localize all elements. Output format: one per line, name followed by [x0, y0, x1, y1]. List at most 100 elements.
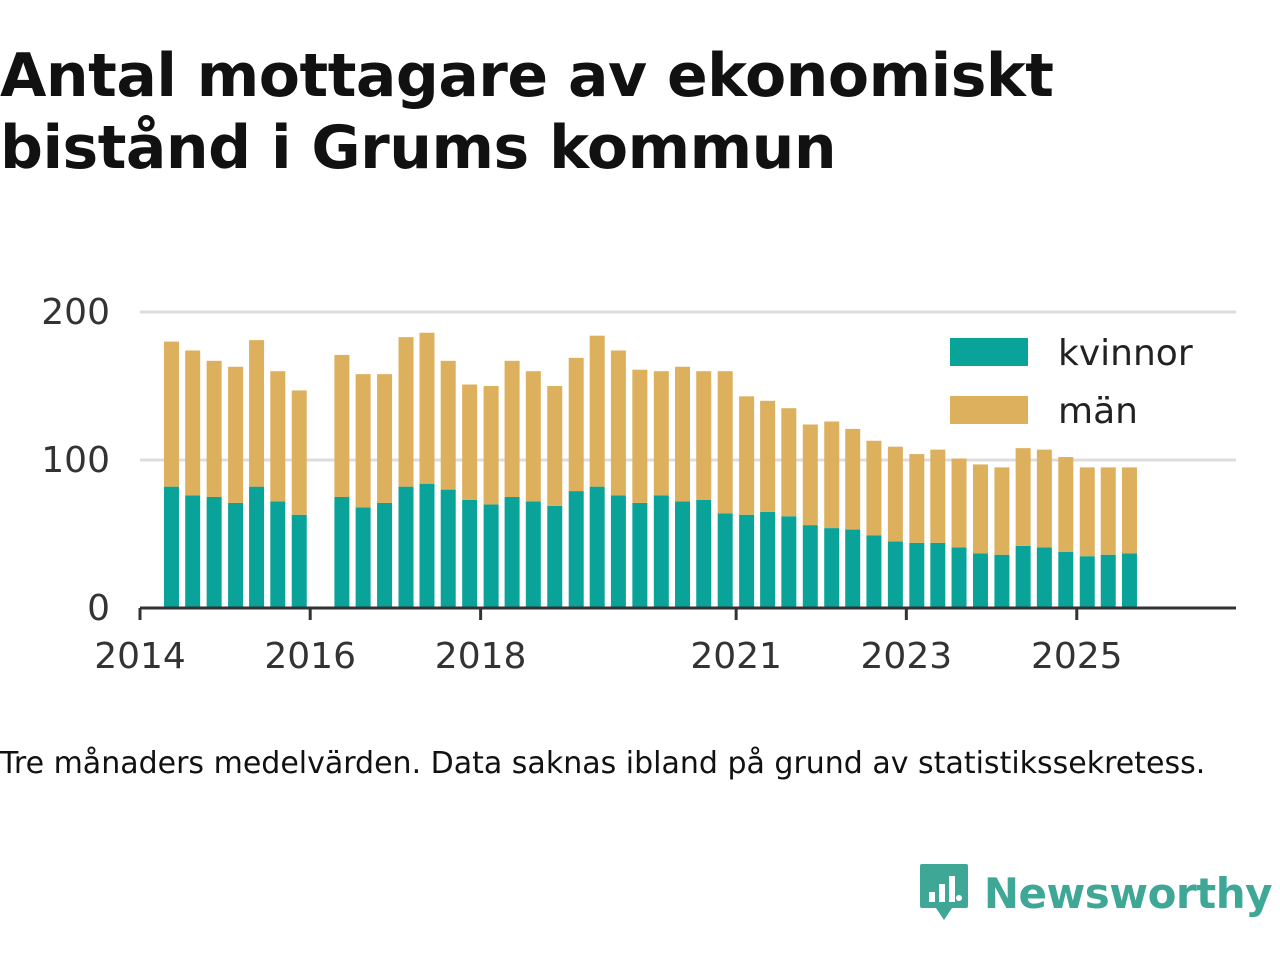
bar-kvinnor — [610, 495, 626, 608]
bar-kvinnor — [440, 489, 456, 608]
bar-man — [717, 371, 733, 514]
bar-kvinnor — [781, 516, 797, 608]
bar-kvinnor — [824, 528, 840, 608]
legend-swatch-man — [950, 396, 1028, 424]
bar-man — [398, 337, 414, 487]
bar-man — [824, 421, 840, 529]
bar-man — [547, 386, 563, 506]
legend-label-man: män — [1058, 391, 1138, 432]
bar-man — [206, 360, 222, 497]
bar-kvinnor — [675, 501, 691, 608]
bar-kvinnor — [589, 486, 605, 608]
bar-kvinnor — [845, 529, 861, 608]
bar-man — [1079, 467, 1095, 557]
bar-man — [653, 371, 669, 496]
legend: kvinnor män — [950, 333, 1193, 432]
bar-man — [525, 371, 541, 502]
bar-kvinnor — [206, 497, 222, 608]
y-tick-label: 200 — [41, 292, 110, 333]
bar-kvinnor — [1015, 545, 1031, 608]
bar-man — [377, 374, 393, 503]
bar-kvinnor — [483, 504, 499, 608]
bar-man — [972, 464, 988, 554]
x-tick-label: 2018 — [435, 636, 527, 677]
bar-kvinnor — [887, 541, 903, 608]
bar-kvinnor — [653, 495, 669, 608]
bar-kvinnor — [972, 553, 988, 608]
bar-kvinnor — [1079, 556, 1095, 608]
bar-man — [334, 354, 350, 497]
bar-kvinnor — [249, 486, 265, 608]
bar-man — [355, 374, 371, 508]
bar-kvinnor — [1036, 547, 1052, 608]
bar-man — [462, 384, 478, 500]
bar-man — [802, 424, 818, 526]
bar-man — [739, 396, 755, 515]
x-tick-label: 2023 — [861, 636, 953, 677]
y-tick-label: 100 — [41, 440, 110, 481]
bar-kvinnor — [398, 486, 414, 608]
bar-kvinnor — [1121, 553, 1137, 608]
bar-kvinnor — [632, 502, 648, 608]
bar-man — [291, 390, 307, 515]
bar-kvinnor — [334, 497, 350, 608]
bar-man — [930, 449, 946, 543]
chart-title: Antal mottagare av ekonomiskt bistånd i … — [0, 41, 1054, 183]
bar-man — [675, 366, 691, 502]
bar-man — [1036, 449, 1052, 548]
bar-man — [419, 332, 435, 484]
bar-man — [1058, 457, 1074, 552]
bar-kvinnor — [739, 514, 755, 608]
bar-man — [1100, 467, 1116, 555]
bar-man — [994, 467, 1010, 555]
bar-man — [887, 446, 903, 542]
bar-man — [866, 440, 882, 536]
x-tick-label: 2025 — [1031, 636, 1123, 677]
bar-kvinnor — [163, 486, 179, 608]
bar-man — [270, 371, 286, 502]
axes: 0 100 200 2014 2016 2018 2021 2023 2025 — [41, 292, 1236, 677]
y-tick-label: 0 — [87, 588, 110, 629]
bar-man — [589, 335, 605, 487]
bar-kvinnor — [525, 501, 541, 608]
bar-man — [249, 340, 265, 487]
brand-name: Newsworthy — [983, 868, 1273, 918]
legend-label-kvinnor: kvinnor — [1058, 333, 1193, 374]
bar-kvinnor — [270, 501, 286, 608]
bar-kvinnor — [462, 499, 478, 608]
bar-man — [951, 458, 967, 548]
bar-man — [163, 341, 179, 487]
bar-man — [610, 350, 626, 496]
bar-kvinnor — [419, 483, 435, 608]
bar-kvinnor — [228, 502, 244, 608]
bar-kvinnor — [291, 514, 307, 608]
bar-kvinnor — [185, 495, 201, 608]
bar-man — [696, 371, 712, 500]
bar-man — [228, 366, 244, 503]
legend-swatch-kvinnor — [950, 338, 1028, 366]
bar-man — [845, 428, 861, 530]
bar-man — [440, 360, 456, 490]
bar-kvinnor — [909, 542, 925, 608]
x-tick-label: 2014 — [94, 636, 186, 677]
bar-man — [1121, 467, 1137, 554]
newsworthy-logo-icon — [919, 864, 968, 920]
bar-man — [632, 369, 648, 503]
chart-caption: Tre månaders medelvärden. Data saknas ib… — [0, 746, 1206, 781]
bars — [163, 332, 1137, 608]
bar-kvinnor — [802, 525, 818, 608]
chart: 0 100 200 2014 2016 2018 2021 2023 2025 kvinnor m… — [41, 292, 1236, 677]
bar-man — [909, 454, 925, 543]
bar-man — [781, 408, 797, 517]
bar-man — [185, 350, 201, 496]
bar-man — [1015, 448, 1031, 546]
bar-kvinnor — [760, 511, 776, 608]
bar-kvinnor — [866, 535, 882, 608]
bar-kvinnor — [1100, 554, 1116, 608]
bar-kvinnor — [696, 499, 712, 608]
bar-kvinnor — [930, 542, 946, 608]
brand: Newsworthy — [918, 862, 1273, 924]
bar-kvinnor — [504, 497, 520, 608]
bar-man — [760, 400, 776, 512]
bar-kvinnor — [951, 547, 967, 608]
